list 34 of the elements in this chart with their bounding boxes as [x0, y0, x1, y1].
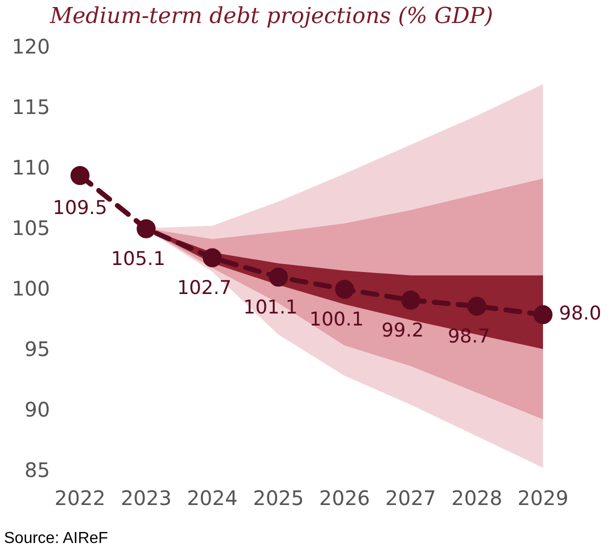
data-label: 98.0 [559, 302, 602, 325]
x-tick-label: 2028 [451, 486, 502, 510]
x-tick-label: 2027 [385, 486, 436, 510]
chart-title: Medium-term debt projections (% GDP) [48, 4, 494, 29]
y-tick-label: 85 [24, 458, 50, 482]
data-label: 105.1 [110, 248, 166, 270]
data-label: 109.5 [52, 196, 108, 219]
point [401, 290, 420, 310]
y-tick-label: 105 [12, 216, 50, 240]
x-tick-label: 2023 [120, 486, 172, 510]
data-label: 101.1 [243, 296, 298, 319]
data-label: 102.7 [177, 277, 232, 300]
point [534, 305, 552, 324]
source-note: Source: AIReF [4, 530, 108, 548]
point [70, 166, 90, 185]
data-label: 99.2 [382, 320, 424, 342]
point [136, 219, 156, 238]
y-tick-label: 115 [12, 95, 50, 120]
y-tick-label: 90 [24, 398, 50, 422]
point [335, 280, 354, 299]
x-tick-label: 2024 [186, 486, 238, 510]
y-tick-label: 120 [12, 34, 50, 59]
y-tick-label: 110 [12, 156, 50, 180]
data-label: 98.7 [448, 326, 490, 348]
point [202, 248, 222, 268]
data-label: 100.1 [309, 308, 364, 331]
x-tick-label: 2022 [54, 486, 106, 510]
y-tick-label: 100 [12, 276, 50, 301]
point [467, 296, 486, 316]
x-tick-label: 2025 [252, 486, 304, 510]
x-tick-label: 2026 [319, 486, 370, 510]
x-tick-label: 2029 [518, 486, 568, 510]
y-tick-label: 95 [24, 337, 50, 362]
point [268, 268, 288, 287]
